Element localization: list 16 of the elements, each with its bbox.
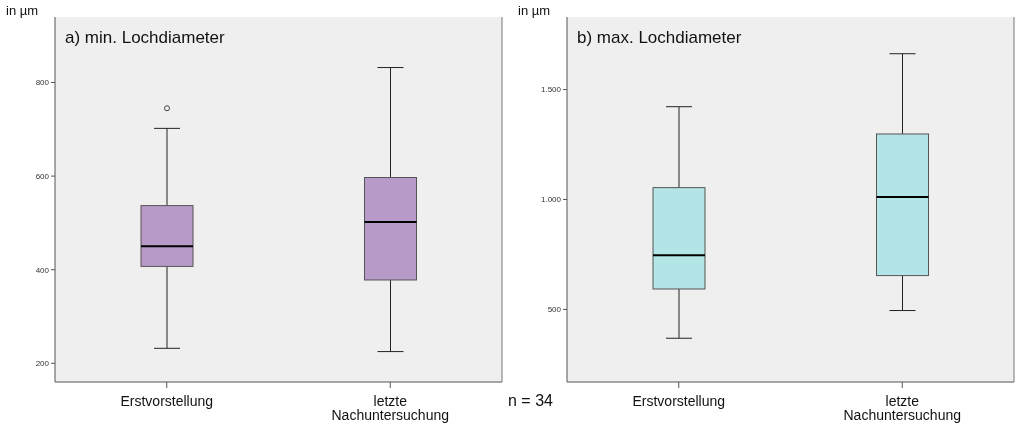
text: a) min. Lochdiameter [65,28,225,48]
text: b) max. Lochdiameter [577,28,742,48]
text: n = 34 [508,392,553,410]
y-tick-label: 200 [35,359,50,369]
x-tick-label: letzte Nachuntersuchung [331,393,450,423]
x-tick-label: Erstvorstellung [120,393,214,409]
y-tick-label: 1.000 [540,195,562,205]
y-tick-label: 400 [35,265,50,275]
y-tick-label: 500 [547,305,562,315]
x-tick-label: letzte Nachuntersuchung [843,393,962,423]
x-tick-label: Erstvorstellung [632,393,726,409]
y-axis-title: in µm [518,3,551,18]
y-tick-label: 800 [35,78,50,88]
y-tick-label: 600 [35,171,50,181]
y-axis-title: in µm [6,3,39,18]
y-tick-label: 1.500 [540,85,562,95]
